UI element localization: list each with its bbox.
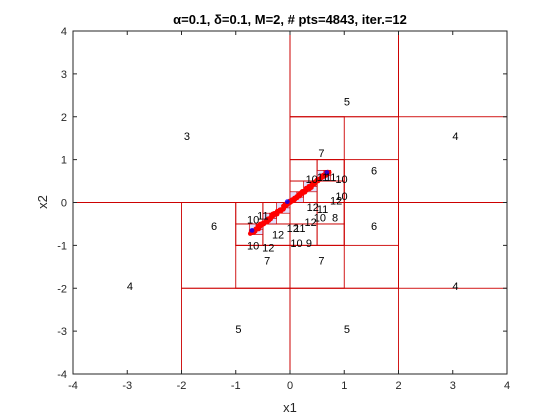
region-label: 12 xyxy=(287,223,299,235)
partition-layer xyxy=(72,30,508,375)
data-point-accent xyxy=(324,170,330,175)
region-label: 11 xyxy=(325,172,336,184)
region-label: 10 xyxy=(335,174,347,186)
region-label: 6 xyxy=(211,221,217,233)
region-label: 10 xyxy=(335,191,347,203)
y-tick-label: 2 xyxy=(61,112,67,124)
region-label: 7 xyxy=(318,148,324,160)
region-label: 11 xyxy=(294,223,305,235)
x-tick-label: -1 xyxy=(231,380,241,392)
region-label: 10 xyxy=(306,174,318,186)
y-tick-label: -1 xyxy=(57,240,67,252)
region-label: 4 xyxy=(127,281,133,293)
x-tick-label: -4 xyxy=(68,380,78,392)
region-label: 12 xyxy=(262,243,274,255)
region-label: 12 xyxy=(304,217,316,229)
region-label: 10 xyxy=(314,213,326,225)
y-axis-label: x2 xyxy=(35,195,50,209)
data-point-accent xyxy=(284,199,290,205)
x-tick-label: 0 xyxy=(287,380,293,392)
region-label: 12 xyxy=(330,195,342,207)
region-label: 5 xyxy=(235,324,241,336)
region-label: 7 xyxy=(264,255,270,267)
region-label: 3 xyxy=(184,131,190,143)
partition-cell xyxy=(316,223,345,246)
x-tick-label: -3 xyxy=(122,380,132,392)
region-label: 10 xyxy=(247,215,259,227)
y-tick-label: 4 xyxy=(61,26,67,38)
y-tick-label: -3 xyxy=(57,326,67,338)
region-label: 11 xyxy=(317,204,328,216)
region-label: 11 xyxy=(317,172,328,184)
region-label: 12 xyxy=(307,202,319,214)
region-label: 5 xyxy=(344,97,350,109)
y-tick-label: -4 xyxy=(57,369,67,381)
data-point-accent xyxy=(249,227,255,233)
region-label: 10 xyxy=(290,238,302,250)
x-tick-label: 2 xyxy=(395,380,401,392)
region-label: 7 xyxy=(318,255,324,267)
y-tick-label: 0 xyxy=(61,198,67,210)
region-label: 4 xyxy=(452,131,458,143)
region-label: 8 xyxy=(332,213,338,225)
x-tick-label: -2 xyxy=(177,380,187,392)
region-label: 11 xyxy=(257,210,268,222)
y-tick-label: 3 xyxy=(61,69,67,81)
region-label: 5 xyxy=(344,324,350,336)
region-label: 6 xyxy=(371,165,377,177)
x-axis-label: x1 xyxy=(283,400,297,415)
region-label: 10 xyxy=(247,240,259,252)
y-tick-label: 1 xyxy=(61,155,67,167)
x-tick-label: 4 xyxy=(504,380,510,392)
chart-title: α=0.1, δ=0.1, M=2, # pts=4843, iter.=12 xyxy=(173,12,407,27)
x-tick-label: 3 xyxy=(450,380,456,392)
region-label: 12 xyxy=(272,230,284,242)
points-layer xyxy=(247,169,332,236)
region-label: 4 xyxy=(452,281,458,293)
region-label: 9 xyxy=(306,238,312,250)
x-tick-label: 1 xyxy=(341,380,347,392)
region-label: 6 xyxy=(371,221,377,233)
y-tick-label: -2 xyxy=(57,283,67,295)
